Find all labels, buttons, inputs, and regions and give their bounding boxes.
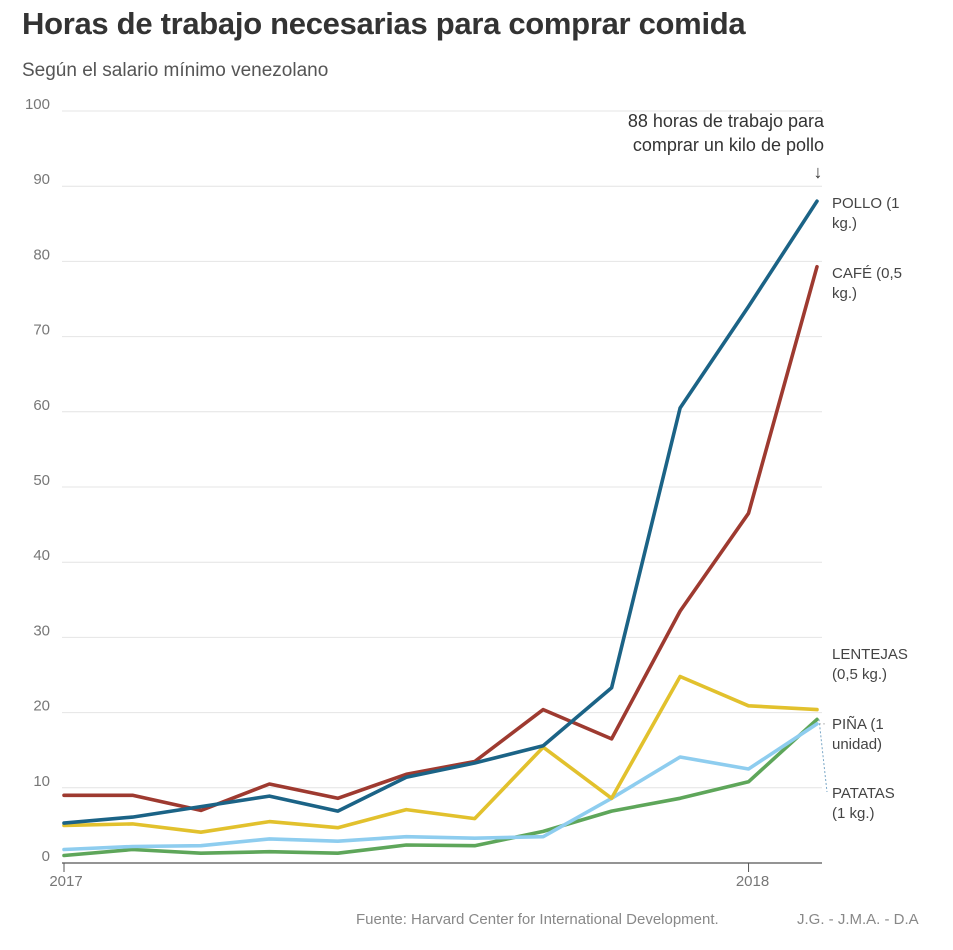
gridlines: [62, 110, 822, 864]
y-tick-label: 10: [33, 773, 50, 790]
leader-line-patatas: [818, 719, 828, 793]
pollo-annotation: 88 horas de trabajo para comprar un kilo …: [628, 111, 825, 182]
annotation-arrow: ↓: [814, 162, 823, 182]
y-tick-label: 80: [33, 246, 50, 263]
label-leaders: [818, 719, 828, 793]
credits-note: J.G. - J.M.A. - D.A: [797, 911, 919, 928]
series-line-patatas: [62, 717, 819, 858]
y-tick-label: 50: [33, 472, 50, 489]
annotation-text: 88 horas de trabajo para comprar un kilo …: [628, 111, 825, 155]
y-tick-label: 70: [33, 322, 50, 339]
series-label-pollo: POLLO (1 kg.): [832, 195, 900, 232]
y-tick-label: 30: [33, 622, 50, 639]
series-line-pollo: [62, 199, 819, 825]
chart-subtitle: Según el salario mínimo venezolano: [22, 60, 329, 81]
series-labels: POLLO (1 kg.) CAFÉ (0,5 kg.) LENTEJAS (0,5 kg…: [832, 195, 908, 822]
series-line-pina: [62, 722, 819, 852]
series-line-lentejas: [62, 674, 819, 835]
source-note: Fuente: Harvard Center for International…: [356, 911, 719, 928]
series-label-patatas: PATATAS (1 kg.): [832, 785, 895, 822]
y-tick-label: 40: [33, 547, 50, 564]
y-tick-label: 100: [25, 96, 50, 113]
series-lines: [62, 199, 819, 858]
y-tick-label: 60: [33, 397, 50, 414]
series-label-cafe: CAFÉ (0,5 kg.): [832, 265, 902, 302]
x-tick-label: 2017: [49, 873, 82, 890]
y-tick-label: 90: [33, 171, 50, 188]
y-tick-label: 20: [33, 698, 50, 715]
x-tick-label: 2018: [736, 873, 769, 890]
series-label-lentejas: LENTEJAS (0,5 kg.): [832, 646, 908, 683]
y-axis-ticks: 0 10 20 30 40 50 60 70 80 90 100: [25, 96, 50, 865]
series-line-cafe: [62, 264, 819, 813]
series-label-pina: PIÑA (1 unidad): [832, 716, 884, 753]
y-tick-label: 0: [42, 848, 50, 865]
x-axis-ticks: 2017 2018: [49, 863, 769, 890]
chart-title: Horas de trabajo necesarias para comprar…: [22, 6, 746, 41]
